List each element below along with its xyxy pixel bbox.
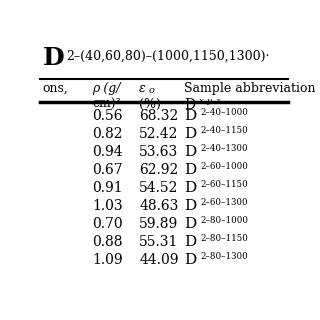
Text: 0.56: 0.56 xyxy=(92,109,123,124)
Text: 2–60–1300: 2–60–1300 xyxy=(201,198,248,207)
Text: 62.92: 62.92 xyxy=(139,163,179,177)
Text: D: D xyxy=(184,199,196,213)
Text: x–y–z: x–y–z xyxy=(199,97,221,105)
Text: 2–40–1150: 2–40–1150 xyxy=(201,126,248,135)
Text: D: D xyxy=(184,235,196,249)
Text: 0.82: 0.82 xyxy=(92,127,123,141)
Text: 2–(40,60,80)–(1000,1150,1300)·: 2–(40,60,80)–(1000,1150,1300)· xyxy=(66,50,269,63)
Text: 2–80–1000: 2–80–1000 xyxy=(201,216,249,225)
Text: 2–60–1000: 2–60–1000 xyxy=(201,162,249,171)
Text: Sample abbreviation: Sample abbreviation xyxy=(184,82,315,95)
Text: 1.03: 1.03 xyxy=(92,199,123,213)
Text: 44.09: 44.09 xyxy=(139,253,179,267)
Text: D: D xyxy=(184,127,196,141)
Text: 59.89: 59.89 xyxy=(139,217,179,231)
Text: ons,: ons, xyxy=(43,82,68,95)
Text: 0.88: 0.88 xyxy=(92,235,123,249)
Text: 52.42: 52.42 xyxy=(139,127,179,141)
Text: ε: ε xyxy=(139,82,146,95)
Text: 2–80–1150: 2–80–1150 xyxy=(201,234,249,243)
Text: D: D xyxy=(184,109,196,124)
Text: 48.63: 48.63 xyxy=(139,199,179,213)
Text: D: D xyxy=(184,98,195,112)
Text: 55.31: 55.31 xyxy=(139,235,179,249)
Text: (%): (%) xyxy=(139,98,161,111)
Text: D: D xyxy=(184,145,196,159)
Text: 2–40–1300: 2–40–1300 xyxy=(201,144,248,153)
Text: 0.67: 0.67 xyxy=(92,163,123,177)
Text: D: D xyxy=(43,46,64,70)
Text: ρ (g/: ρ (g/ xyxy=(92,82,121,95)
Text: 2–60–1150: 2–60–1150 xyxy=(201,180,248,189)
Text: 0.70: 0.70 xyxy=(92,217,123,231)
Text: 54.52: 54.52 xyxy=(139,181,179,195)
Text: 0.91: 0.91 xyxy=(92,181,123,195)
Text: D: D xyxy=(184,217,196,231)
Text: 0.94: 0.94 xyxy=(92,145,123,159)
Text: 2–40–1000: 2–40–1000 xyxy=(201,108,249,117)
Text: 68.32: 68.32 xyxy=(139,109,179,124)
Text: D: D xyxy=(184,181,196,195)
Text: 1.09: 1.09 xyxy=(92,253,123,267)
Text: D: D xyxy=(184,163,196,177)
Text: cm)³: cm)³ xyxy=(92,98,121,111)
Text: D: D xyxy=(184,253,196,267)
Text: o: o xyxy=(148,86,155,95)
Text: 2–80–1300: 2–80–1300 xyxy=(201,252,248,261)
Text: 53.63: 53.63 xyxy=(139,145,179,159)
